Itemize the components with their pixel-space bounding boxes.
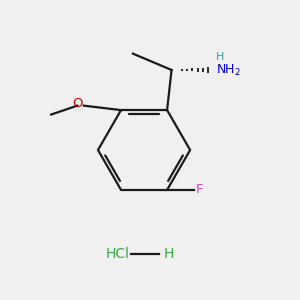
Text: O: O (72, 97, 83, 110)
Text: HCl: HCl (105, 247, 129, 261)
Text: NH$_2$: NH$_2$ (215, 62, 241, 77)
Text: F: F (196, 183, 204, 196)
Text: H: H (164, 247, 174, 261)
Text: H: H (216, 52, 224, 61)
